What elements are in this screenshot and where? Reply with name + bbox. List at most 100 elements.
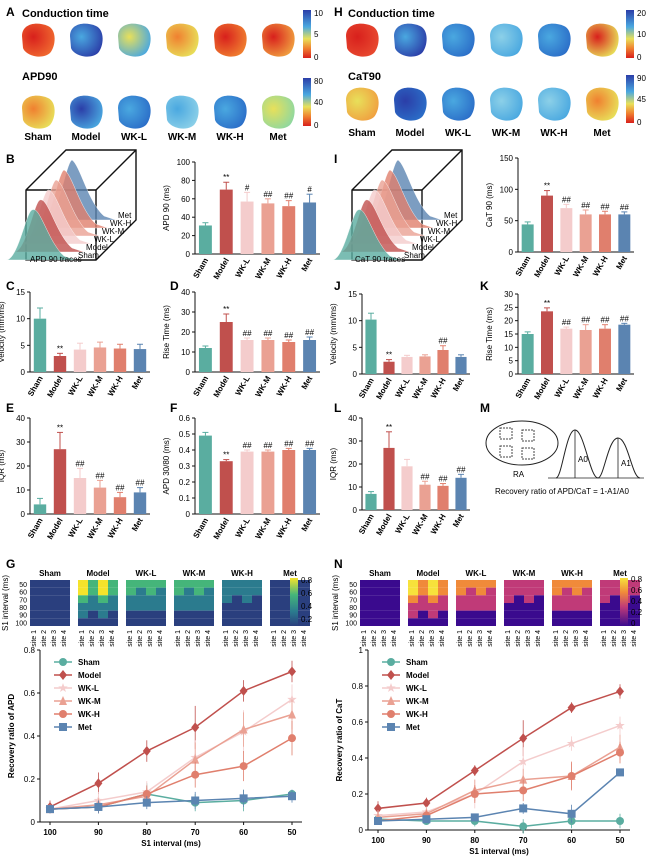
heatmap-cell: [194, 580, 204, 588]
data-point: [59, 696, 67, 705]
heatmap-site-label: site 1: [409, 630, 416, 647]
x-tick-label-model: Model: [532, 377, 551, 402]
heatmap-cell: [40, 587, 50, 596]
heatmap-cell: [534, 580, 544, 588]
data-point: [567, 809, 576, 818]
panel-a-scale2-mid: 40: [314, 98, 323, 107]
heatmap-cell: [50, 580, 60, 588]
panel-letter-g: G: [6, 557, 15, 571]
significance-mark: ##: [421, 472, 430, 481]
heatmap-site-label: site 1: [601, 630, 608, 647]
panel-g-colorbar: [290, 578, 298, 626]
heatmap-cell: [270, 595, 280, 603]
x-tick-label: 60: [239, 828, 248, 837]
bar-wk-h: [282, 342, 296, 372]
x-tick-label-met: Met: [300, 374, 315, 391]
heatmap-cell: [98, 587, 108, 596]
y-tick-label: 5: [353, 343, 358, 352]
data-point: [519, 774, 528, 784]
heatmap-cell: [572, 587, 582, 596]
x-tick-label: 90: [94, 828, 103, 837]
heatmap-cell: [232, 580, 242, 588]
heatmap-site-label: site 3: [429, 630, 436, 647]
panel-m-site-2: [521, 429, 535, 442]
group-label-met: Met: [269, 132, 287, 143]
bar-chart-e: 0 10 20 30 40 IQR (ms) Sham ** Model ## WK-L ## WK-M…: [0, 414, 150, 541]
x-tick-label-wk-l: WK-L: [393, 512, 411, 535]
heatmap-title-wk-m: WK-M: [513, 569, 536, 578]
traces-box-edge: [95, 149, 137, 191]
heatmap-cell: [390, 610, 400, 619]
y-tick-label: 5: [509, 357, 514, 366]
bar-met: [303, 450, 317, 514]
significance-mark: ##: [581, 316, 590, 325]
activation-map-sham: [22, 95, 55, 129]
y-tick-label: 15: [504, 330, 513, 339]
heatmap-cell: [582, 618, 592, 626]
y-tick-label: 30: [504, 290, 513, 299]
group-label-model: Model: [396, 128, 425, 139]
data-point: [567, 772, 576, 780]
activation-map-wk-l: [118, 23, 151, 57]
data-point: [239, 794, 248, 803]
heatmap-cell: [456, 603, 466, 611]
heatmap-site-label: site 4: [391, 630, 398, 647]
x-tick-label-wk-m: WK-M: [411, 512, 430, 536]
trace-sham: [5, 209, 77, 261]
heatmap-cell: [466, 603, 476, 611]
heatmap-cell: [524, 595, 534, 603]
heatmap-site-label: site 1: [223, 630, 230, 647]
y-tick-label: 0: [186, 250, 191, 259]
heatmap-y-axis-label: S1 interval (ms): [1, 575, 10, 631]
x-tick-label-sham: Sham: [357, 377, 376, 400]
heatmap-cell: [184, 587, 194, 596]
heatmap-cell: [156, 580, 166, 588]
y-tick-label: 10: [504, 343, 513, 352]
heatmap-cell: [78, 618, 88, 626]
heatmap-cell: [524, 580, 534, 588]
heatmap-cell: [408, 603, 418, 611]
x-tick-label-wk-h: WK-H: [106, 516, 125, 540]
y-axis-label: Recovery ratio of CaT: [335, 699, 344, 782]
y-axis-label: IQR (ms): [0, 449, 6, 482]
significance-mark: ##: [96, 471, 105, 480]
y-tick-label: 0: [353, 370, 358, 379]
x-tick-label-model: Model: [532, 255, 551, 280]
bar-sham: [521, 224, 534, 252]
heatmap-cell: [486, 603, 496, 611]
data-point: [567, 702, 576, 713]
heatmap-cell: [600, 610, 610, 619]
activation-map-wk-m: [166, 95, 199, 129]
heatmap-cell: [204, 610, 214, 619]
heatmap-cell: [504, 618, 514, 626]
x-tick-label-sham: Sham: [26, 375, 45, 398]
heatmap-cell: [466, 618, 476, 626]
heatmap-cell: [438, 587, 448, 596]
panel-h-row2-title: CaT90: [348, 71, 381, 83]
y-tick-label: 0: [31, 818, 36, 827]
panel-letter-m: M: [480, 401, 490, 415]
heatmap-title-wk-m: WK-M: [183, 569, 206, 578]
heatmap-title-wk-h: WK-H: [231, 569, 253, 578]
activation-map-met: [262, 23, 295, 57]
heatmap-cell: [300, 580, 310, 588]
data-point: [470, 790, 479, 798]
heatmap-cell: [552, 580, 562, 588]
heatmap-cell: [60, 580, 70, 588]
heatmap-cell: [184, 610, 194, 619]
panel-m-a1-label: A1: [621, 459, 631, 468]
heatmap-cell: [88, 610, 98, 619]
data-point: [519, 786, 528, 795]
heatmap-y-tick-label: 100: [15, 620, 27, 627]
group-label-wk-h: WK-H: [540, 128, 567, 139]
group-label-wk-m: WK-M: [168, 132, 196, 143]
heatmap-cell: [562, 587, 572, 596]
heatmap-site-label: site 4: [61, 630, 68, 647]
x-tick-label-wk-m: WK-M: [86, 516, 105, 540]
bar-sham: [33, 504, 47, 514]
heatmap-cell: [582, 587, 592, 596]
data-point: [59, 670, 67, 680]
panel-letter-b: B: [6, 152, 15, 166]
panel-m-atrium-outline: [485, 420, 559, 466]
trace-label-wk-m: WK-M: [102, 227, 125, 236]
